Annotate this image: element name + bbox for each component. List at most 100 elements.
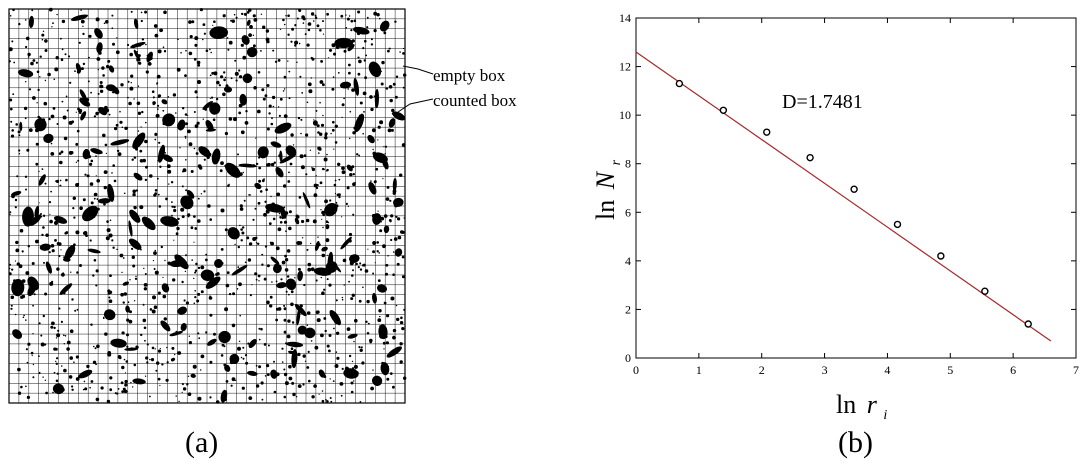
- pore-speck: [35, 61, 39, 64]
- pore-speck: [301, 92, 304, 94]
- pore-blob: [186, 190, 195, 199]
- pore-speck: [137, 130, 140, 132]
- pore-speck: [260, 50, 262, 52]
- pore-speck: [63, 136, 68, 141]
- pore-speck: [249, 25, 253, 29]
- pore-speck: [82, 32, 85, 36]
- pore-speck: [237, 245, 240, 249]
- pore-speck: [157, 291, 161, 295]
- pore-speck: [58, 255, 61, 258]
- pore-speck: [386, 186, 390, 189]
- pore-speck: [14, 198, 18, 202]
- pore-speck: [203, 32, 206, 35]
- pore-blob: [324, 202, 338, 217]
- pore-speck: [381, 60, 385, 65]
- pore-speck: [322, 33, 325, 35]
- pore-speck: [75, 142, 79, 146]
- pore-speck: [83, 380, 86, 383]
- pore-speck: [52, 22, 54, 25]
- pore-speck: [131, 247, 134, 250]
- pore-speck: [383, 348, 385, 350]
- pore-speck: [56, 123, 59, 125]
- pore-speck: [345, 202, 348, 205]
- pore-blob: [294, 304, 307, 317]
- pore-speck: [283, 330, 287, 334]
- pore-speck: [112, 164, 115, 167]
- pore-speck: [82, 198, 86, 202]
- pore-speck: [341, 103, 345, 107]
- pore-speck: [237, 266, 240, 268]
- pore-speck: [53, 326, 56, 330]
- pore-speck: [78, 108, 83, 113]
- pore-speck: [287, 33, 290, 36]
- pore-speck: [233, 117, 237, 122]
- pore-speck: [389, 98, 393, 103]
- pore-speck: [188, 142, 193, 147]
- pore-speck: [280, 278, 283, 281]
- pore-speck: [329, 397, 332, 399]
- pore-speck: [365, 54, 368, 57]
- pore-speck: [56, 13, 58, 16]
- pore-speck: [152, 295, 156, 300]
- pore-speck: [106, 64, 110, 69]
- pore-speck: [89, 162, 93, 166]
- pore-speck: [50, 244, 55, 248]
- pore-blob: [372, 292, 377, 304]
- pore-speck: [223, 71, 226, 74]
- pore-speck: [12, 93, 15, 96]
- pore-speck: [157, 377, 161, 381]
- pore-speck: [329, 378, 331, 380]
- pore-speck: [182, 387, 187, 391]
- pore-speck: [50, 152, 55, 156]
- pore-speck: [399, 173, 403, 177]
- pore-speck: [237, 153, 239, 156]
- pore-speck: [32, 363, 35, 366]
- pore-speck: [257, 274, 261, 278]
- pore-speck: [65, 95, 68, 98]
- pore-speck: [305, 218, 310, 223]
- pore-blob: [180, 323, 187, 332]
- pore-speck: [269, 295, 273, 299]
- pore-speck: [326, 12, 329, 16]
- pore-speck: [150, 358, 155, 362]
- pore-speck: [25, 271, 30, 275]
- x-tick-label: 0: [633, 363, 639, 377]
- pore-speck: [83, 231, 88, 235]
- pore-speck: [193, 241, 195, 243]
- pore-speck: [395, 75, 399, 78]
- pore-speck: [57, 329, 60, 332]
- pore-speck: [154, 138, 157, 141]
- pore-speck: [326, 400, 329, 403]
- pore-speck: [50, 142, 53, 145]
- pore-speck: [108, 113, 111, 116]
- pore-speck: [60, 365, 63, 367]
- pore-speck: [194, 227, 198, 230]
- pore-blob: [146, 51, 153, 63]
- pore-speck: [317, 236, 319, 238]
- pore-speck: [149, 174, 153, 178]
- pore-speck: [69, 356, 73, 360]
- pore-speck: [261, 88, 265, 92]
- pore-speck: [31, 9, 34, 12]
- pore-blob: [108, 65, 115, 73]
- pore-speck: [133, 205, 137, 210]
- pore-speck: [350, 297, 354, 301]
- pore-blob: [304, 327, 316, 339]
- pore-speck: [188, 335, 190, 337]
- pore-speck: [268, 112, 271, 115]
- pore-speck: [61, 19, 66, 24]
- pore-speck: [203, 158, 206, 161]
- pore-speck: [266, 84, 270, 87]
- pore-speck: [129, 52, 133, 57]
- pore-blob: [174, 254, 189, 270]
- pore-speck: [51, 249, 55, 253]
- pore-speck: [330, 400, 333, 403]
- pore-speck: [387, 255, 389, 257]
- pore-speck: [131, 255, 135, 259]
- pore-speck: [129, 279, 131, 281]
- pore-speck: [319, 101, 321, 104]
- pore-speck: [95, 17, 100, 22]
- pore-speck: [222, 14, 226, 18]
- pore-blob: [98, 106, 108, 116]
- pore-speck: [111, 14, 114, 17]
